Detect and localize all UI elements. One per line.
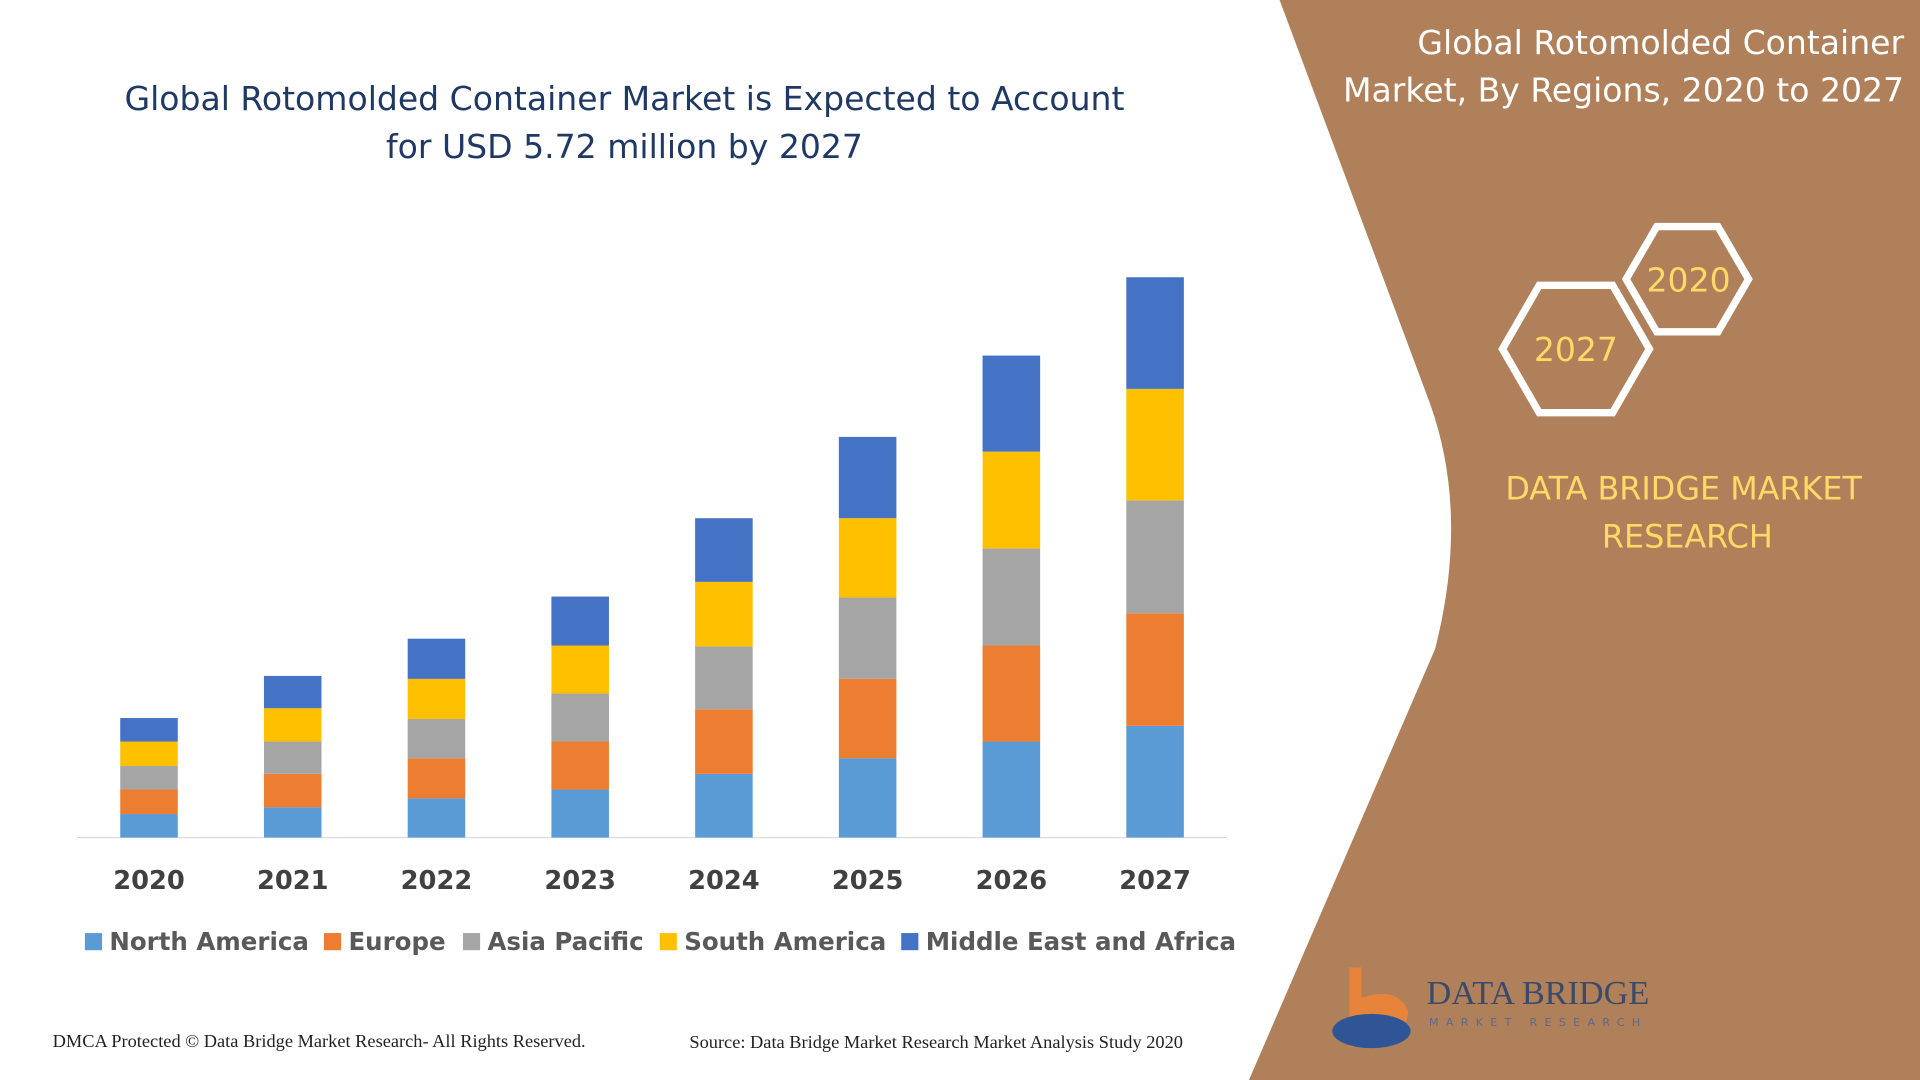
legend-label: North America (109, 927, 308, 956)
bar-segment (982, 355, 1041, 452)
side-panel (1248, 0, 1920, 1080)
legend-swatch (901, 933, 919, 951)
bar-segment (695, 581, 753, 647)
chart-title: Global Rotomolded Container Market is Ex… (124, 79, 1124, 118)
bar-segment (1126, 277, 1184, 389)
logo: DATA BRIDGE MARKET RESEARCH (1332, 967, 1650, 1049)
bar-segment (407, 678, 466, 720)
bar-segment (982, 645, 1041, 742)
bar-segment (695, 518, 753, 582)
bar-segment (551, 693, 609, 742)
bar-segment (982, 741, 1041, 838)
legend-swatch (659, 933, 677, 951)
bar-segment (551, 789, 609, 838)
bar-segment (1126, 725, 1184, 838)
bar-segment (838, 678, 897, 759)
chart-title: for USD 5.72 million by 2027 (386, 127, 863, 166)
bar-segment (695, 709, 753, 774)
bar-segment (695, 773, 753, 838)
bar-segment (407, 798, 466, 838)
bar-segment (695, 646, 753, 710)
bar-segment (982, 451, 1041, 549)
legend-swatch (84, 933, 103, 951)
bar-segment (407, 638, 466, 679)
bar-segment (263, 807, 322, 838)
legend-label: Europe (348, 927, 445, 956)
bar-segment (982, 548, 1041, 646)
bar-segment (120, 741, 178, 767)
bar-segment (263, 708, 322, 742)
legend-swatch (323, 933, 342, 951)
bar-segment (263, 675, 322, 709)
x-tick-label: 2025 (832, 866, 904, 896)
bar-segment (551, 741, 609, 790)
bar-segment (838, 597, 897, 679)
footer-source: Source: Data Bridge Market Research Mark… (689, 1032, 1183, 1052)
bar-segment (1126, 388, 1184, 501)
hex-label: 2027 (1534, 330, 1618, 369)
x-tick-label: 2021 (257, 866, 329, 896)
hexagon (1498, 281, 1654, 417)
legend-label: Asia Pacific (487, 927, 643, 956)
x-tick-label: 2020 (113, 866, 185, 896)
bar-segment (120, 766, 178, 790)
legend-label: South America (684, 927, 886, 956)
bar-segment (838, 436, 897, 519)
brand-text: RESEARCH (1602, 517, 1773, 555)
bar-segment (120, 718, 178, 742)
bar-segment (1126, 500, 1184, 614)
panel-title: Global Rotomolded Container (1417, 23, 1904, 62)
panel-title: Market, By Regions, 2020 to 2027 (1343, 71, 1904, 110)
x-tick-label: 2027 (1119, 866, 1191, 896)
bar-segment (263, 773, 322, 808)
hexagon (1621, 222, 1753, 336)
x-tick-label: 2026 (976, 866, 1048, 896)
bar-segment (551, 645, 609, 694)
bar-segment (838, 518, 897, 598)
legend-label: Middle East and Africa (926, 927, 1236, 956)
x-tick-label: 2022 (401, 866, 473, 896)
bar-segment (263, 741, 322, 774)
brand-text: DATA BRIDGE MARKET (1505, 470, 1862, 508)
bar-segment (1126, 613, 1184, 726)
footer-copyright: DMCA Protected © Data Bridge Market Rese… (53, 1031, 586, 1051)
hex-label: 2020 (1647, 260, 1731, 299)
logo-name: DATA BRIDGE (1427, 974, 1650, 1012)
plot: 2020 2021 2022 2023 2024 2025 2026 2027 North Am… (77, 277, 1236, 956)
bar-segment (551, 596, 609, 646)
x-tick-label: 2024 (688, 866, 760, 896)
bar-segment (407, 719, 466, 759)
bar-segment (407, 758, 466, 799)
bar-segment (838, 758, 897, 838)
x-tick-label: 2023 (544, 866, 616, 896)
legend-swatch (462, 933, 481, 951)
bar-segment (120, 814, 178, 838)
logo-mark (1332, 1013, 1411, 1049)
bar-segment (120, 789, 178, 815)
logo-tagline: MARKET RESEARCH (1429, 1016, 1648, 1029)
